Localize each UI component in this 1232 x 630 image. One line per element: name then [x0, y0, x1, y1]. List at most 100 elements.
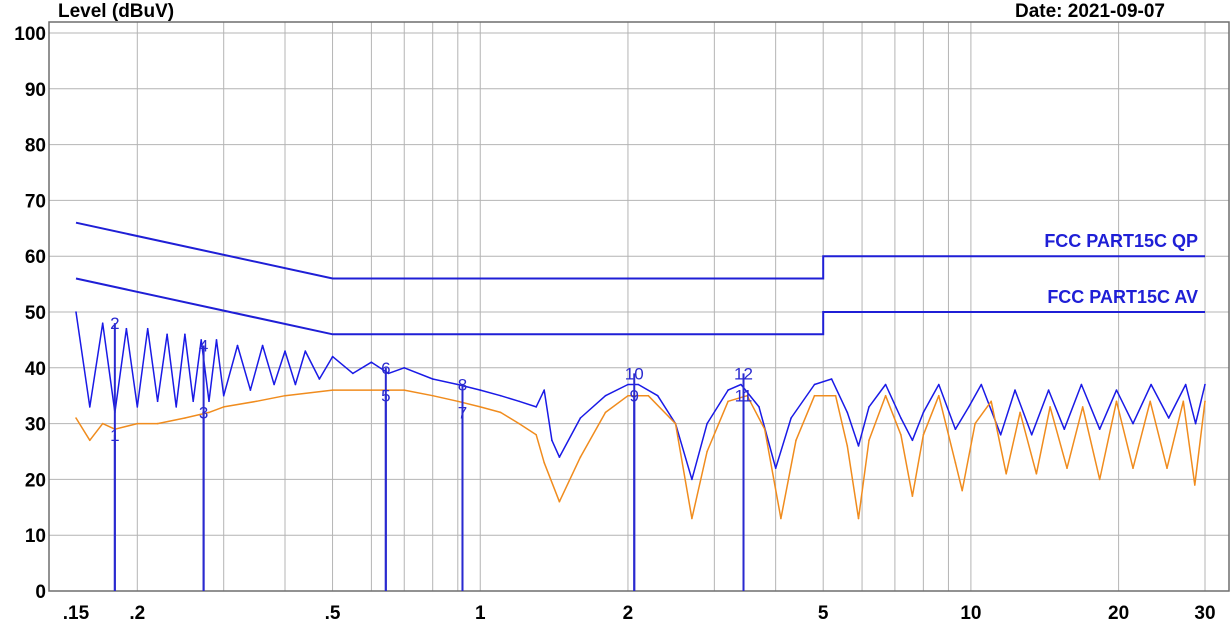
trace-point [1167, 417, 1170, 419]
y-tick-label: 90 [25, 80, 46, 101]
trace-point [911, 495, 914, 497]
trace-point [647, 394, 650, 397]
x-tick-label: 5 [818, 603, 829, 624]
x-tick-label: 1 [475, 603, 486, 624]
trace-point [273, 383, 275, 386]
trace-point [318, 378, 321, 380]
trace-point [166, 333, 168, 336]
trace-point [706, 422, 708, 425]
trace-point [89, 406, 91, 408]
measurement-markers: 123456789101112 [110, 314, 753, 591]
trace-point [208, 411, 210, 414]
y-tick-labels: 0 10 20 30 40 50 60 70 80 90 100 [14, 24, 46, 603]
trace-point [1182, 400, 1185, 403]
plot-frame [48, 21, 1230, 592]
trace-point [727, 400, 729, 403]
trace-point [857, 445, 860, 447]
y-tick-label: 60 [25, 247, 46, 268]
trace-point [200, 339, 202, 341]
marker-label: 4 [199, 336, 208, 355]
trace-point [763, 428, 766, 431]
trace-point [431, 378, 434, 380]
trace-point [1080, 383, 1083, 386]
trace-point [999, 434, 1002, 436]
x-tick-label: 30 [1194, 603, 1215, 624]
y-tick-label: 40 [25, 359, 46, 380]
trace-point [637, 383, 640, 386]
trace-point [884, 394, 887, 397]
trace-point [1194, 422, 1197, 425]
limit-lines [75, 221, 1205, 336]
trace-point [922, 411, 925, 414]
trace-point [1030, 434, 1033, 436]
trace-point [184, 417, 186, 419]
limit-line [75, 277, 1205, 336]
trace-point [604, 411, 607, 414]
trace-point [89, 439, 91, 442]
trace-point [215, 339, 218, 341]
trace-point [813, 394, 816, 397]
x-tick-label: 20 [1108, 603, 1129, 624]
trace-point [834, 394, 837, 397]
trace-point [774, 467, 777, 470]
trace-point [457, 383, 459, 386]
x-tick-label: 10 [960, 603, 981, 624]
trace-point [1194, 484, 1196, 486]
trace-point [294, 383, 297, 386]
trace-point [627, 394, 629, 397]
trace-point [403, 367, 406, 369]
trace-point [656, 394, 659, 397]
x-tick-label: .2 [129, 603, 145, 624]
trace-line [75, 389, 1206, 520]
trace-point [387, 372, 390, 375]
trace-series [75, 311, 1206, 520]
date-header: Date: 2021-09-07 [1015, 1, 1165, 22]
trace-point [499, 394, 502, 397]
trace-point [706, 450, 708, 453]
trace-point [1066, 467, 1068, 470]
trace-point [192, 400, 194, 403]
trace-point [857, 517, 860, 520]
trace-point [627, 383, 629, 386]
trace-point [101, 322, 104, 325]
trace-point [900, 434, 902, 436]
trace-point [222, 394, 225, 397]
trace-point [156, 400, 159, 403]
trace-point [236, 344, 239, 347]
trace-point [499, 411, 502, 414]
trace-point [1047, 389, 1050, 391]
trace-point [846, 411, 849, 414]
marker-label: 12 [734, 364, 753, 383]
trace-point [604, 394, 607, 397]
marker-label: 2 [110, 314, 119, 333]
trace-point [691, 517, 693, 520]
trace-point [1014, 389, 1016, 391]
trace-point [101, 422, 104, 425]
trace-point [1204, 400, 1206, 403]
trace-point [758, 406, 760, 408]
trace-point [261, 344, 264, 347]
trace-point [331, 389, 334, 391]
trace-point [868, 406, 870, 408]
trace-point [1005, 473, 1007, 475]
y-tick-label: 70 [25, 191, 46, 212]
trace-point [813, 383, 816, 386]
trace-point [457, 400, 459, 403]
vertical-grid [136, 22, 1206, 591]
trace-point [479, 389, 482, 391]
trace-point [968, 406, 970, 408]
trace-point [331, 355, 334, 358]
trace-point [1166, 467, 1168, 470]
trace-point [1149, 400, 1151, 403]
trace-point [1184, 383, 1187, 386]
trace-point [846, 445, 849, 447]
trace-point [370, 361, 373, 364]
trace-point [304, 350, 307, 352]
trace-point [1115, 400, 1118, 403]
trace-point [746, 394, 748, 397]
trace-point [1132, 422, 1134, 425]
trace-point [284, 350, 286, 352]
trace-point [1019, 411, 1021, 414]
limit-label: FCC PART15C QP [1044, 231, 1198, 251]
